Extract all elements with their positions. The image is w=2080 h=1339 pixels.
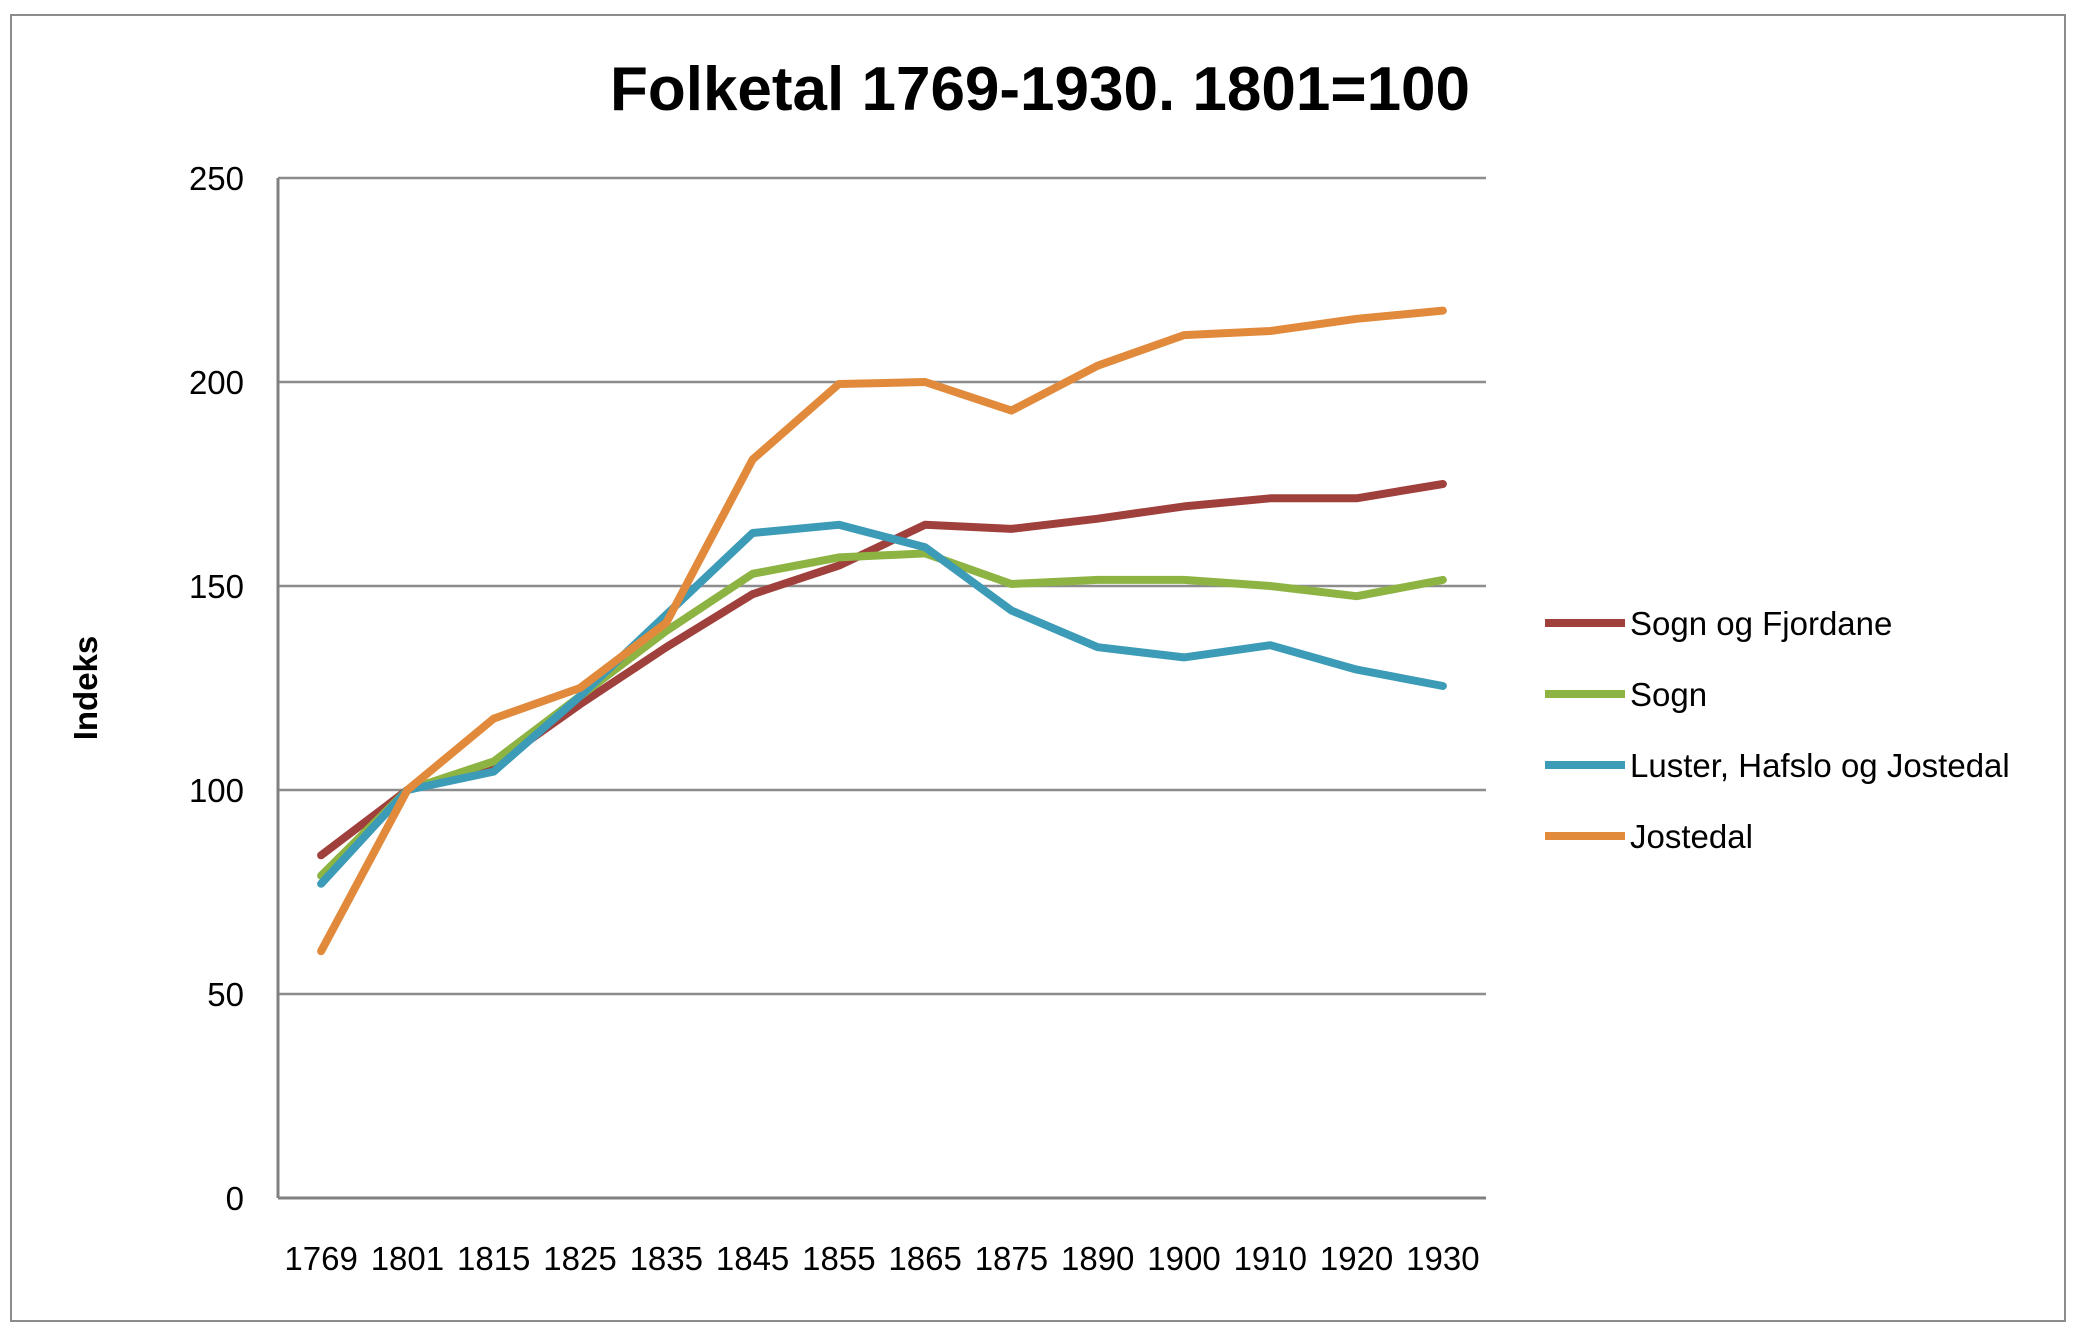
y-tick-label: 150 — [189, 568, 244, 605]
y-axis-title: Indeks — [67, 636, 104, 741]
x-tick-label: 1875 — [975, 1240, 1048, 1277]
y-tick-label: 250 — [189, 160, 244, 197]
x-tick-label: 1815 — [457, 1240, 530, 1277]
y-tick-label: 200 — [189, 364, 244, 401]
x-tick-label: 1900 — [1147, 1240, 1220, 1277]
legend-label-sogn: Sogn — [1630, 676, 1707, 713]
chart-frame — [10, 14, 2066, 1322]
series-line-jostedal — [317, 306, 1447, 956]
chart-title: Folketal 1769-1930. 1801=100 — [610, 55, 1470, 124]
y-tick-label: 100 — [189, 772, 244, 809]
y-tick-labels: 0 50 100 150 200 250 — [189, 160, 244, 1217]
gridlines — [278, 176, 1486, 996]
series-lines — [317, 306, 1447, 956]
series-line-sogn — [317, 549, 1447, 880]
x-tick-label: 1910 — [1234, 1240, 1307, 1277]
x-tick-label: 1890 — [1061, 1240, 1134, 1277]
x-tick-label: 1930 — [1406, 1240, 1479, 1277]
series-line-luster-hafslo-og-jostedal — [317, 520, 1447, 888]
x-tick-label: 1865 — [888, 1240, 961, 1277]
legend-label-jostedal: Jostedal — [1630, 818, 1753, 855]
y-tick-label: 0 — [226, 1180, 244, 1217]
x-tick-label: 1825 — [543, 1240, 616, 1277]
x-tick-label: 1769 — [284, 1240, 357, 1277]
legend: Sogn og Fjordane Sogn Luster, Hafslo og Jo… — [1545, 605, 2010, 855]
legend-label-luster-hafslo-og-jostedal: Luster, Hafslo og Jostedal — [1630, 747, 2010, 784]
y-tick-label: 50 — [207, 976, 244, 1013]
x-tick-label: 1855 — [802, 1240, 875, 1277]
x-tick-label: 1920 — [1320, 1240, 1393, 1277]
x-tick-label: 1801 — [371, 1240, 444, 1277]
x-tick-label: 1835 — [630, 1240, 703, 1277]
legend-label-sogn-og-fjordane: Sogn og Fjordane — [1630, 605, 1892, 642]
x-tick-labels: 1769 1801 1815 1825 1835 1845 1855 1865 1875 1890… — [284, 1240, 1479, 1277]
x-tick-label: 1845 — [716, 1240, 789, 1277]
